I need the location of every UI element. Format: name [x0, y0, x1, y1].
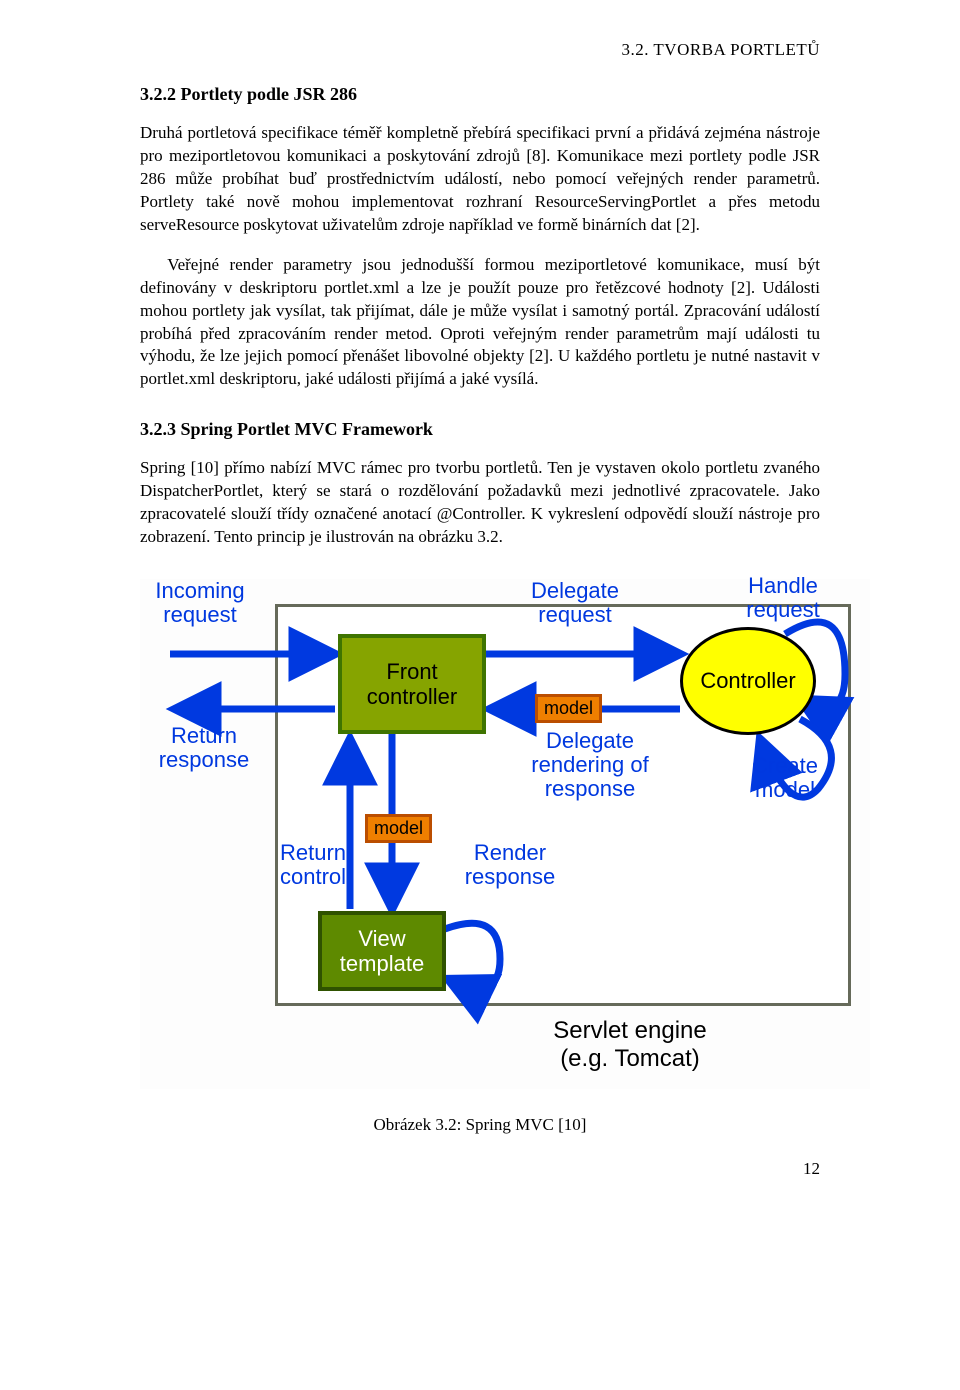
para-323-1: Spring [10] přímo nabízí MVC rámec pro t…: [140, 457, 820, 549]
heading-322: 3.2.2 Portlety podle JSR 286: [140, 84, 820, 105]
label-handle-request: Handle request: [723, 574, 843, 622]
label-delegate-rendering: Delegate rendering of response: [505, 729, 675, 802]
label-return-response: Return response: [140, 724, 268, 772]
para-322-2: Veřejné render parametry jsou jednodušší…: [140, 254, 820, 392]
label-engine: Servlet engine (e.g. Tomcat): [505, 1017, 755, 1073]
para-322-1: Druhá portletová specifikace téměř kompl…: [140, 122, 820, 237]
label-incoming-request: Incoming request: [140, 579, 260, 627]
controller-label: Controller: [700, 668, 795, 694]
view-template-label: View template: [322, 926, 442, 977]
page: 3.2. TVORBA PORTLETŮ 3.2.2 Portlety podl…: [70, 0, 890, 1209]
label-return-control: Return control: [280, 841, 380, 889]
label-render-response: Render response: [440, 841, 580, 889]
model-tag-top: model: [535, 694, 602, 723]
label-delegate-request: Delegate request: [505, 579, 645, 627]
controller-node: Controller: [680, 627, 816, 735]
heading-323: 3.2.3 Spring Portlet MVC Framework: [140, 419, 820, 440]
front-controller-label: Front controller: [342, 659, 482, 710]
label-create-model: Create model: [730, 754, 840, 802]
model-tag-side: model: [365, 814, 432, 843]
page-number: 12: [140, 1159, 820, 1179]
figure-caption: Obrázek 3.2: Spring MVC [10]: [140, 1115, 820, 1135]
view-template-node: View template: [318, 911, 446, 991]
front-controller-node: Front controller: [338, 634, 486, 734]
diagram-mvc: Front controller Controller View templat…: [140, 579, 870, 1089]
running-header: 3.2. TVORBA PORTLETŮ: [140, 40, 820, 60]
